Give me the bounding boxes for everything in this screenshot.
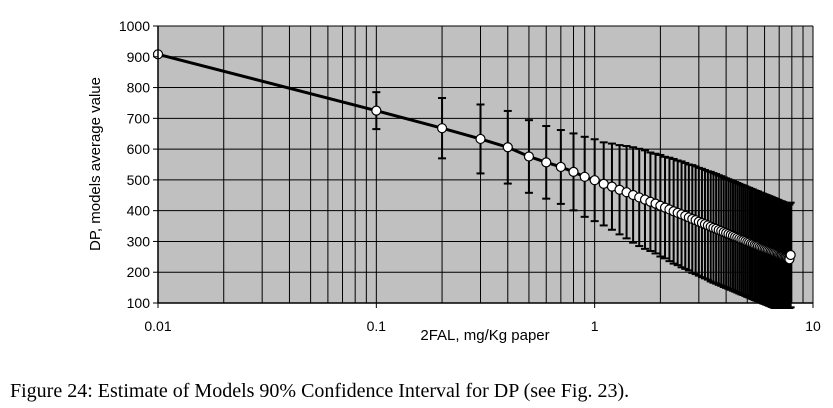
x-tick-labels: 0.01 0.1 1 10 <box>144 303 821 334</box>
plot-area <box>158 26 813 303</box>
data-point <box>475 133 486 145</box>
y-tick-label: 400 <box>127 203 151 219</box>
data-point <box>502 142 513 153</box>
y-tick-label: 200 <box>127 264 151 280</box>
y-tick-label: 500 <box>127 172 151 188</box>
data-point <box>579 171 590 182</box>
y-tick-label: 800 <box>127 80 151 96</box>
y-tick-label: 100 <box>127 295 151 311</box>
y-tick-label: 600 <box>127 141 151 157</box>
y-tick-label: 1000 <box>119 18 150 34</box>
figure-caption: Figure 24: Estimate of Models 90% Confid… <box>10 380 630 402</box>
axes <box>157 26 813 304</box>
data-point <box>598 178 609 189</box>
y-tick-label: 900 <box>127 49 151 65</box>
data-point <box>371 105 382 116</box>
data-point <box>568 166 579 177</box>
data-point <box>523 151 535 162</box>
data-point <box>555 161 566 173</box>
y-tick-labels: 100 200 300 400 500 600 700 800 900 1000 <box>119 18 158 311</box>
data-point <box>541 157 552 168</box>
x-tick-label: 0.01 <box>144 318 171 334</box>
x-tick-label: 10 <box>805 318 821 334</box>
data-point <box>589 175 600 186</box>
y-axis-label: DP, models average value <box>87 77 104 251</box>
y-tick-label: 300 <box>127 233 151 249</box>
data-points <box>152 49 796 265</box>
data-point <box>436 123 448 134</box>
y-tick-label: 700 <box>127 110 151 126</box>
confidence-interval-chart: 100 200 300 400 500 600 700 800 900 1000 0.01 0.1 1… <box>87 18 821 344</box>
data-point <box>785 249 796 261</box>
x-axis-label: 2FAL, mg/Kg paper <box>420 327 549 344</box>
x-tick-label: 0.1 <box>367 318 387 334</box>
x-tick-label: 1 <box>591 318 599 334</box>
